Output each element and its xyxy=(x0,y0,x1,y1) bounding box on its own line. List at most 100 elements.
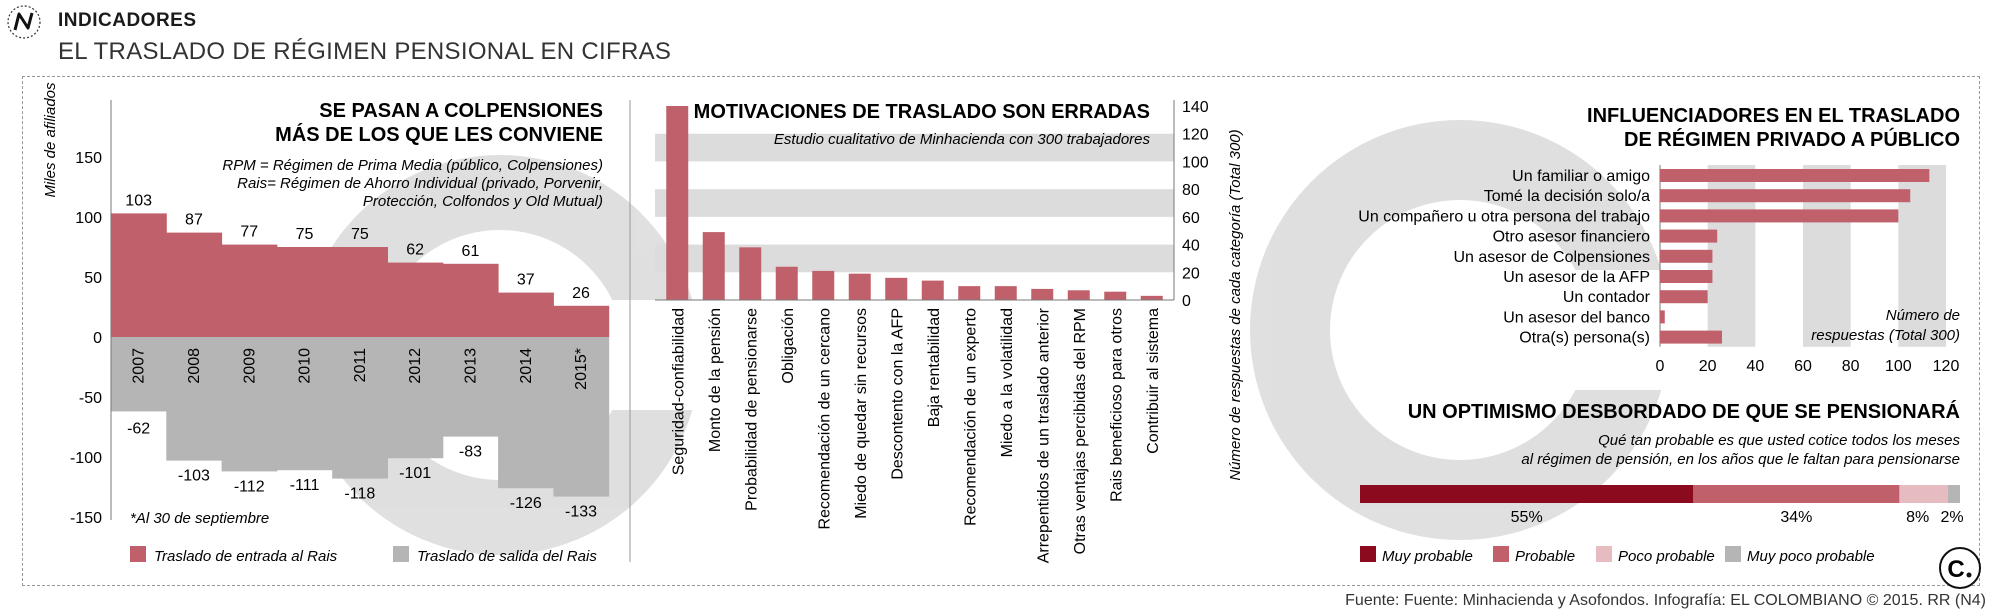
bar-motivacion xyxy=(1140,295,1163,300)
y-tick-label: 50 xyxy=(84,270,102,287)
bar-motivacion xyxy=(848,273,871,300)
x-tick-label: 20 xyxy=(1699,358,1717,375)
x-tick-label: 60 xyxy=(1794,358,1812,375)
y-tick-label: 120 xyxy=(1182,127,1209,144)
value-label-entrada: 75 xyxy=(351,226,369,243)
value-label-salida: -103 xyxy=(178,468,210,485)
bar-influenciador xyxy=(1660,270,1713,283)
category-label-year: 2014 xyxy=(518,348,535,384)
bar-entrada-2011 xyxy=(332,247,388,337)
bar-motivacion xyxy=(885,277,908,300)
x-tick-label: 0 xyxy=(1656,358,1665,375)
category-label: Arrepentidos de un traslado anterior xyxy=(1035,307,1052,563)
bar-entrada-2012 xyxy=(387,262,444,337)
bar-motivacion xyxy=(1031,288,1054,300)
category-label: Otro asesor financiero xyxy=(1493,229,1651,246)
value-label-entrada: 26 xyxy=(572,285,590,302)
category-label: Un compañero u otra persona del trabajo xyxy=(1358,208,1650,225)
category-label: Probabilidad de pensionarse xyxy=(743,308,760,511)
category-label: Recomendación de un cercano xyxy=(816,308,833,530)
bar-motivacion xyxy=(775,266,798,300)
bar-motivacion xyxy=(1067,290,1090,300)
segment-value-label: 8% xyxy=(1906,509,1929,526)
category-label: Baja rentabilidad xyxy=(926,308,943,427)
y-tick-label: 0 xyxy=(1182,293,1191,310)
chart-title: UN OPTIMISMO DESBORDADO DE QUE SE PENSIO… xyxy=(1408,400,1960,423)
legend-label-entrada: Traslado de entrada al Rais xyxy=(154,548,338,565)
note-rpm: RPM = Régimen de Prima Media (público, C… xyxy=(222,157,603,174)
y-tick-label: 60 xyxy=(1182,210,1200,227)
value-label-salida: -111 xyxy=(290,477,320,494)
value-label-salida: -101 xyxy=(399,465,431,482)
y-tick-label: 20 xyxy=(1182,265,1200,282)
value-label-salida: -62 xyxy=(127,420,150,437)
infographic-frame xyxy=(22,76,1980,586)
bar-salida-2011 xyxy=(332,337,388,479)
legend-swatch-salida xyxy=(393,546,409,562)
legend-label: Muy probable xyxy=(1382,548,1473,565)
bar-salida-2012 xyxy=(387,337,444,459)
bar-influenciador xyxy=(1660,310,1665,324)
footnote: *Al 30 de septiembre xyxy=(130,510,269,527)
bar-motivacion xyxy=(702,232,725,300)
value-label-salida: -126 xyxy=(510,495,542,512)
y-tick-label: 40 xyxy=(1182,238,1200,255)
segment-muy-poco-probable xyxy=(1947,485,1960,503)
chart-title: MOTIVACIONES DE TRASLADO SON ERRADAS xyxy=(694,101,1150,123)
legend-swatch-entrada xyxy=(130,546,146,562)
bar-influenciador xyxy=(1660,209,1899,223)
category-label: Un asesor de Colpensiones xyxy=(1453,249,1650,266)
value-label-entrada: 87 xyxy=(185,212,203,229)
category-label-year: 2008 xyxy=(186,348,203,384)
value-label-entrada: 37 xyxy=(517,272,535,289)
y-tick-label: 80 xyxy=(1182,182,1200,199)
chart-optimismo: UN OPTIMISMO DESBORDADO DE QUE SE PENSIO… xyxy=(1360,400,1964,565)
category-label: Un contador xyxy=(1563,289,1651,306)
category-label: Un familiar o amigo xyxy=(1512,168,1650,185)
note-rais-funds: Protección, Colfondos y Old Mutual) xyxy=(363,193,603,210)
value-label-entrada: 103 xyxy=(125,192,152,209)
segment-probable xyxy=(1693,485,1900,503)
y-tick-label: -50 xyxy=(79,390,102,407)
page-title: EL TRASLADO DE RÉGIMEN PENSIONAL EN CIFR… xyxy=(58,38,672,65)
bar-motivacion xyxy=(1104,291,1127,300)
category-label: Un asesor de la AFP xyxy=(1503,269,1650,286)
chart-title-line-1: INFLUENCIADORES EN EL TRASLADO xyxy=(1587,105,1960,127)
category-label: Contribuir al sistema xyxy=(1145,308,1162,454)
bar-motivacion xyxy=(958,286,981,300)
y-tick-label: 0 xyxy=(93,330,102,347)
bar-entrada-2007 xyxy=(111,213,167,337)
legend-swatch xyxy=(1725,546,1741,562)
y-tick-label: 150 xyxy=(75,150,102,167)
grid-band xyxy=(655,244,1174,273)
category-label-year: 2011 xyxy=(352,348,369,383)
bar-salida-2014 xyxy=(498,337,554,489)
legend-label: Muy poco probable xyxy=(1747,548,1875,565)
bar-entrada-2009 xyxy=(221,244,278,337)
legend-label: Poco probable xyxy=(1618,548,1715,565)
legend-label-salida: Traslado de salida del Rais xyxy=(417,548,597,565)
x-tick-label: 120 xyxy=(1933,358,1960,375)
legend-swatch xyxy=(1596,546,1612,562)
svg-text:C: C xyxy=(1947,556,1964,583)
value-label-entrada: 77 xyxy=(240,224,258,241)
el-colombiano-c-logo: C xyxy=(1939,547,1981,589)
axis-note-line-1: Número de xyxy=(1886,307,1960,324)
bar-influenciador xyxy=(1660,169,1930,182)
bar-motivacion xyxy=(812,270,835,300)
bar-influenciador xyxy=(1660,249,1713,263)
bar-influenciador xyxy=(1660,290,1708,304)
category-label: Otras ventajas percibidas del RPM xyxy=(1072,308,1089,554)
category-label: Tomé la decisión solo/a xyxy=(1484,188,1650,205)
x-tick-label: 80 xyxy=(1842,358,1860,375)
chart-subtitle-line-1: Qué tan probable es que usted cotice tod… xyxy=(1598,432,1960,449)
grid-band xyxy=(655,189,1174,217)
y-tick-label: 100 xyxy=(75,210,102,227)
chart-title-line-2: MÁS DE LOS QUE LES CONVIENE xyxy=(275,123,603,146)
category-label: Monto de la pensión xyxy=(707,308,724,452)
chart-title-line-1: SE PASAN A COLPENSIONES xyxy=(319,100,603,122)
value-label-entrada: 75 xyxy=(296,226,314,243)
chart-influenciadores: Un familiar o amigo Tomé la decisión solo… xyxy=(1358,105,1960,375)
x-tick-label: 40 xyxy=(1746,358,1764,375)
